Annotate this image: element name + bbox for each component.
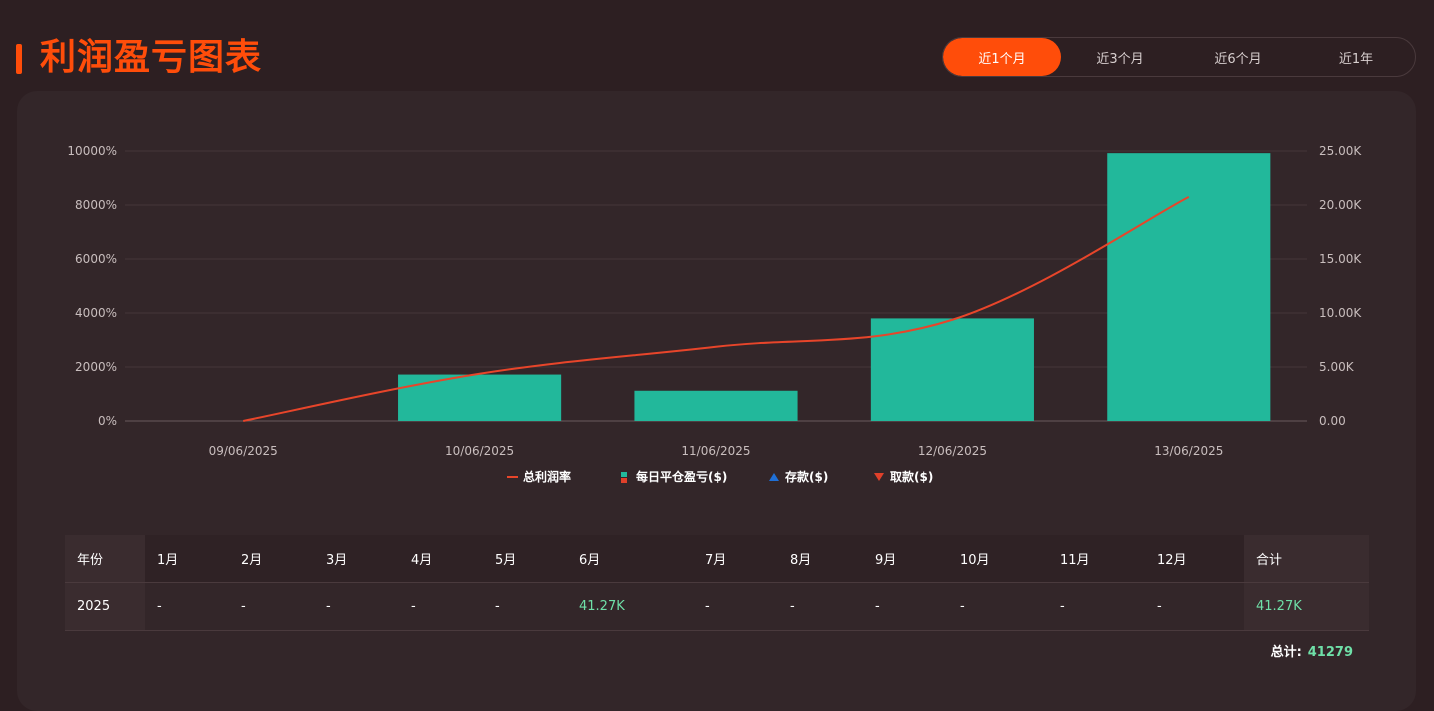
legend-label: 每日平仓盈亏($) xyxy=(636,469,727,484)
header-total: 合计 xyxy=(1244,535,1369,583)
profit-rate-line xyxy=(243,196,1190,422)
legend-bar-icon xyxy=(621,472,627,477)
right-tick-label: 20.00K xyxy=(1319,198,1362,212)
header-month-3: 3月 xyxy=(314,535,399,583)
header-month-7: 7月 xyxy=(693,535,778,583)
bar-11/06/2025 xyxy=(634,390,798,421)
x-tick-label: 09/06/2025 xyxy=(209,444,278,458)
cell-month-9: - xyxy=(863,582,948,631)
left-tick-label: 4000% xyxy=(75,306,117,320)
tab-1-month[interactable]: 近1个月 xyxy=(943,38,1061,76)
cell-total: 41.27K xyxy=(1244,582,1369,631)
x-tick-label: 11/06/2025 xyxy=(681,444,750,458)
cell-month-2: - xyxy=(229,582,314,631)
legend-withdraw-icon xyxy=(874,473,884,481)
cell-month-6: 41.27K xyxy=(567,582,693,631)
header-month-9: 9月 xyxy=(863,535,948,583)
x-tick-label: 12/06/2025 xyxy=(918,444,987,458)
cell-month-7: - xyxy=(693,582,778,631)
cell-month-1: - xyxy=(145,582,229,631)
table-row: 2025 - - - - - 41.27K - - - - - - 41.27K xyxy=(65,582,1369,631)
legend-label: 取款($) xyxy=(890,469,933,484)
left-tick-label: 0% xyxy=(98,414,117,428)
right-tick-label: 10.00K xyxy=(1319,306,1362,320)
grand-total-label: 总计: xyxy=(1270,645,1302,660)
right-tick-label: 0.00 xyxy=(1319,414,1346,428)
tab-3-months[interactable]: 近3个月 xyxy=(1096,51,1144,67)
left-tick-label: 2000% xyxy=(75,360,117,374)
table-header-row: 年份 1月 2月 3月 4月 5月 6月 7月 8月 9月 10月 11月 12… xyxy=(65,535,1369,583)
header-month-6: 6月 xyxy=(567,535,693,583)
x-tick-label: 10/06/2025 xyxy=(445,444,514,458)
title-accent-bar xyxy=(16,44,22,74)
tab-1-year[interactable]: 近1年 xyxy=(1338,51,1374,67)
header-month-5: 5月 xyxy=(483,535,567,583)
left-tick-label: 6000% xyxy=(75,252,117,266)
legend-bar-icon-loss xyxy=(621,478,627,483)
header-month-1: 1月 xyxy=(145,535,229,583)
cell-year: 2025 xyxy=(65,582,145,631)
cell-month-10: - xyxy=(948,582,1048,631)
legend-label: 总利润率 xyxy=(523,469,571,484)
cell-month-8: - xyxy=(778,582,863,631)
bar-10/06/2025 xyxy=(398,374,562,421)
monthly-summary-table: 年份 1月 2月 3月 4月 5月 6月 7月 8月 9月 10月 11月 12… xyxy=(65,535,1369,631)
bar-12/06/2025 xyxy=(870,318,1034,421)
grand-total-value: 41279 xyxy=(1307,645,1353,660)
cell-month-11: - xyxy=(1048,582,1145,631)
right-tick-label: 25.00K xyxy=(1319,144,1362,158)
cell-month-4: - xyxy=(399,582,483,631)
left-tick-label: 8000% xyxy=(75,198,117,212)
x-tick-label: 13/06/2025 xyxy=(1154,444,1223,458)
header-month-8: 8月 xyxy=(778,535,863,583)
left-tick-label: 10000% xyxy=(67,144,117,158)
header-month-11: 11月 xyxy=(1048,535,1145,583)
page-title: 利润盈亏图表 xyxy=(40,37,263,78)
cell-month-12: - xyxy=(1145,582,1244,631)
tab-6-months[interactable]: 近6个月 xyxy=(1214,51,1262,67)
header-month-10: 10月 xyxy=(948,535,1048,583)
header-month-4: 4月 xyxy=(399,535,483,583)
profit-chart: 0% 0.00 2000% 5.00K 4000% 10.00K 6000% 15.00K 80… xyxy=(67,144,1362,484)
cell-month-3: - xyxy=(314,582,399,631)
header-month-12: 12月 xyxy=(1145,535,1244,583)
right-tick-label: 5.00K xyxy=(1319,360,1355,374)
bar-13/06/2025 xyxy=(1107,153,1271,421)
cell-month-5: - xyxy=(483,582,567,631)
right-tick-label: 15.00K xyxy=(1319,252,1362,266)
legend-deposit-icon xyxy=(769,473,779,481)
period-tabs: 近1个月 近3个月 近6个月 近1年 xyxy=(942,37,1416,77)
grand-total: 总计: 41279 xyxy=(1271,641,1353,660)
header-month-2: 2月 xyxy=(229,535,314,583)
header-year: 年份 xyxy=(65,535,145,583)
legend-label: 存款($) xyxy=(784,469,828,484)
